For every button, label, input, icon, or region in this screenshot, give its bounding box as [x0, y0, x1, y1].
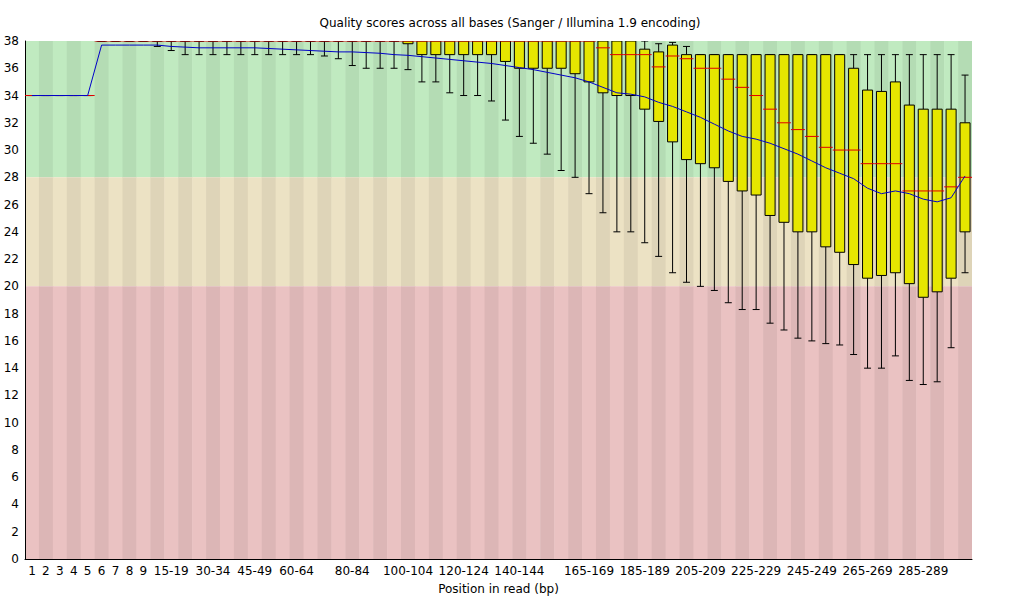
svg-text:225-229: 225-229 [731, 564, 781, 578]
svg-text:9: 9 [140, 564, 148, 578]
svg-text:26: 26 [4, 198, 19, 212]
svg-text:4: 4 [70, 564, 78, 578]
svg-text:7: 7 [112, 564, 120, 578]
svg-text:6: 6 [98, 564, 106, 578]
svg-text:205-209: 205-209 [675, 564, 725, 578]
svg-text:Quality scores across all base: Quality scores across all bases (Sanger … [320, 16, 701, 30]
svg-text:22: 22 [4, 252, 19, 266]
svg-text:265-269: 265-269 [842, 564, 892, 578]
svg-text:4: 4 [11, 497, 19, 511]
svg-text:34: 34 [4, 89, 19, 103]
svg-text:12: 12 [4, 388, 19, 402]
svg-text:45-49: 45-49 [237, 564, 272, 578]
svg-text:2: 2 [11, 525, 19, 539]
svg-text:120-124: 120-124 [439, 564, 489, 578]
svg-text:14: 14 [4, 361, 19, 375]
svg-text:140-144: 140-144 [494, 564, 544, 578]
svg-text:28: 28 [4, 170, 19, 184]
svg-text:285-289: 285-289 [898, 564, 948, 578]
svg-text:185-189: 185-189 [620, 564, 670, 578]
svg-text:1: 1 [28, 564, 36, 578]
svg-text:6: 6 [11, 470, 19, 484]
svg-text:8: 8 [126, 564, 134, 578]
svg-text:245-249: 245-249 [787, 564, 837, 578]
svg-text:3: 3 [56, 564, 64, 578]
svg-text:36: 36 [4, 61, 19, 75]
svg-text:10: 10 [4, 416, 19, 430]
svg-text:2: 2 [42, 564, 50, 578]
svg-text:0: 0 [11, 552, 19, 566]
svg-text:80-84: 80-84 [335, 564, 370, 578]
svg-text:Position in read (bp): Position in read (bp) [438, 582, 559, 596]
svg-text:32: 32 [4, 116, 19, 130]
svg-text:24: 24 [4, 225, 19, 239]
svg-text:5: 5 [84, 564, 92, 578]
svg-text:100-104: 100-104 [383, 564, 433, 578]
svg-text:8: 8 [11, 443, 19, 457]
svg-text:165-169: 165-169 [564, 564, 614, 578]
svg-text:15-19: 15-19 [154, 564, 189, 578]
svg-text:38: 38 [4, 34, 19, 48]
svg-text:30: 30 [4, 143, 19, 157]
svg-text:60-64: 60-64 [279, 564, 314, 578]
svg-text:20: 20 [4, 279, 19, 293]
svg-text:16: 16 [4, 334, 19, 348]
svg-text:18: 18 [4, 307, 19, 321]
svg-text:30-34: 30-34 [196, 564, 231, 578]
